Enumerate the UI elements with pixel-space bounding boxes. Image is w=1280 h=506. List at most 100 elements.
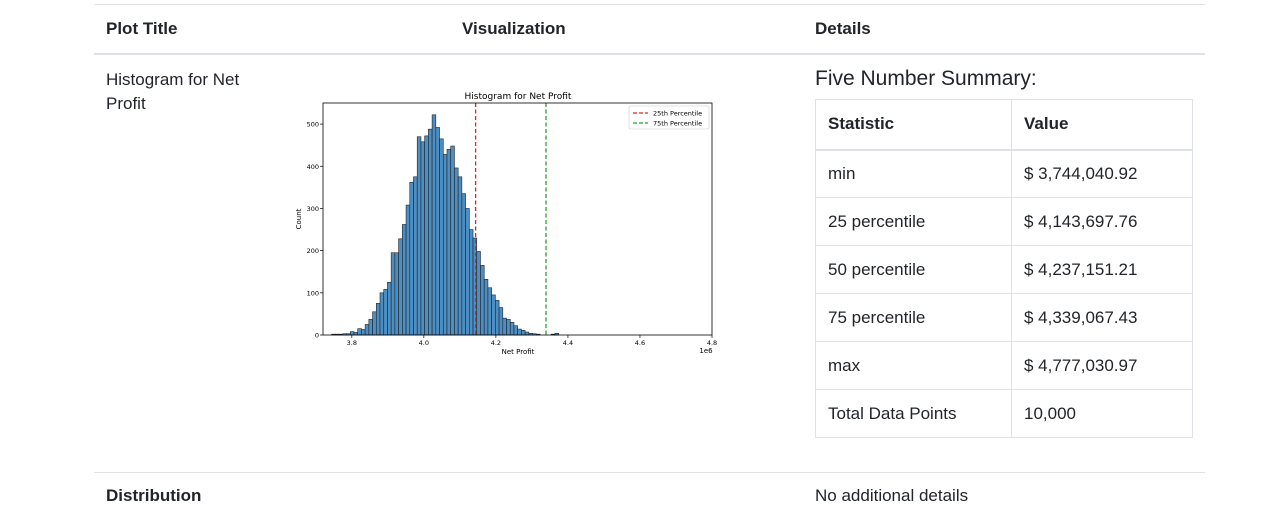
- histogram-bar: [420, 141, 425, 336]
- stat-value: $ 4,339,067.43: [1011, 293, 1193, 342]
- histogram-bar: [349, 331, 355, 336]
- table-row: 25 percentile $ 4,143,697.76: [815, 197, 1193, 246]
- table-header-border: [94, 53, 1205, 55]
- row-plot-title: Histogram for Net Profit: [106, 70, 240, 113]
- header-plot-title: Plot Title: [106, 19, 178, 38]
- histogram-bar: [461, 193, 466, 336]
- histogram-bar: [442, 154, 448, 336]
- histogram-bar: [368, 319, 373, 336]
- x-tick-label: 4.0: [419, 339, 429, 347]
- y-tick-label: 300: [307, 205, 319, 213]
- table-row: max $ 4,777,030.97: [815, 341, 1193, 390]
- histogram-bar: [439, 138, 444, 336]
- stat-value: $ 4,143,697.76: [1011, 197, 1193, 246]
- histogram-bar: [405, 204, 411, 336]
- x-axis-label: Net Profit: [502, 348, 535, 356]
- histogram-bar: [521, 330, 526, 336]
- histogram-bar: [491, 294, 496, 336]
- histogram-bar: [498, 307, 504, 336]
- histogram-bar: [428, 128, 433, 336]
- x-axis-offset-label: 1e6: [699, 347, 713, 355]
- stats-header-row: Statistic Value: [815, 99, 1193, 151]
- legend-label: 25th Percentile: [653, 109, 702, 117]
- stat-value: $ 4,237,151.21: [1011, 245, 1193, 294]
- histogram-bar: [480, 265, 485, 336]
- plot-frame: [322, 102, 713, 336]
- x-tick-label: 3.8: [347, 339, 357, 347]
- histogram-bar: [424, 135, 429, 336]
- stat-name: 25 percentile: [815, 197, 1012, 246]
- histogram-bar: [457, 176, 463, 336]
- x-tick-label: 4.4: [563, 339, 573, 347]
- histogram-bar: [446, 149, 452, 336]
- five-number-summary-table: Statistic Value min $ 3,744,040.92 25 pe…: [815, 99, 1193, 438]
- table-row: Total Data Points 10,000: [815, 389, 1193, 438]
- histogram-bar: [357, 328, 362, 336]
- chart-title: Histogram for Net Profit: [465, 92, 572, 102]
- stat-value: 10,000: [1011, 389, 1193, 438]
- table-top-border: [94, 4, 1205, 5]
- histogram-bar: [394, 252, 399, 336]
- histogram-bar: [409, 182, 414, 336]
- table-row: 50 percentile $ 4,237,151.21: [815, 245, 1193, 294]
- stat-name: Total Data Points: [815, 389, 1012, 438]
- x-tick-label: 4.2: [491, 339, 501, 347]
- histogram-bar: [476, 251, 481, 336]
- next-row-plot-title: Distribution: [106, 486, 202, 505]
- histogram-bar: [402, 224, 407, 336]
- histogram-bar: [524, 331, 530, 336]
- histogram-bar: [495, 300, 500, 336]
- y-tick-label: 100: [307, 289, 319, 297]
- histogram-bar: [509, 322, 515, 336]
- stat-name: min: [815, 149, 1012, 198]
- y-axis-label: Count: [295, 208, 303, 229]
- histogram-bar: [375, 303, 381, 336]
- x-tick-label: 4.8: [707, 339, 717, 347]
- histogram-bar: [435, 127, 440, 336]
- x-tick-label: 4.6: [635, 339, 645, 347]
- y-tick-label: 0: [315, 332, 319, 340]
- histogram-bar: [398, 238, 403, 336]
- next-row-details: No additional details: [815, 486, 969, 505]
- stat-name: 75 percentile: [815, 293, 1012, 342]
- histogram-bar: [465, 208, 470, 336]
- histogram-bar: [372, 311, 377, 336]
- histogram-bar: [450, 145, 455, 336]
- histogram-bar: [517, 328, 522, 336]
- histogram-bar: [416, 136, 422, 336]
- details-heading: Five Number Summary:: [815, 67, 1037, 90]
- y-tick-label: 200: [307, 247, 319, 255]
- y-tick-label: 500: [307, 121, 319, 129]
- histogram-bar: [469, 229, 474, 336]
- histogram-bar: [413, 176, 418, 336]
- stat-value: $ 3,744,040.92: [1011, 149, 1193, 198]
- histogram-bar: [454, 167, 459, 336]
- stats-header-statistic: Statistic: [815, 99, 1012, 151]
- histogram-bar: [487, 287, 492, 336]
- header-details: Details: [815, 19, 871, 38]
- histogram-bar: [506, 319, 511, 336]
- chart-legend: 25th Percentile 75th Percentile: [628, 105, 710, 130]
- stat-value: $ 4,777,030.97: [1011, 341, 1193, 390]
- header-visualization: Visualization: [462, 19, 566, 38]
- table-row: 75 percentile $ 4,339,067.43: [815, 293, 1193, 342]
- histogram-bar: [483, 279, 489, 336]
- table-row-border: [94, 472, 1205, 473]
- histogram-bar: [379, 292, 385, 336]
- histogram-bar: [387, 281, 392, 336]
- histogram-chart: Histogram for Net Profit 0 100 200 300 400 50…: [295, 92, 717, 356]
- histogram-bar: [383, 289, 388, 336]
- table-row: min $ 3,744,040.92: [815, 149, 1193, 198]
- histogram-bar: [390, 252, 396, 336]
- stat-name: 50 percentile: [815, 245, 1012, 294]
- stat-name: max: [815, 341, 1012, 390]
- y-tick-label: 400: [307, 163, 319, 171]
- stats-header-value: Value: [1011, 99, 1193, 151]
- histogram-bar: [431, 114, 437, 336]
- histogram-bar: [513, 325, 518, 336]
- histogram-bar: [361, 329, 366, 336]
- legend-box: [628, 105, 710, 130]
- legend-label: 75th Percentile: [653, 119, 702, 127]
- histogram-bar: [364, 324, 370, 336]
- histogram-bar: [502, 317, 507, 336]
